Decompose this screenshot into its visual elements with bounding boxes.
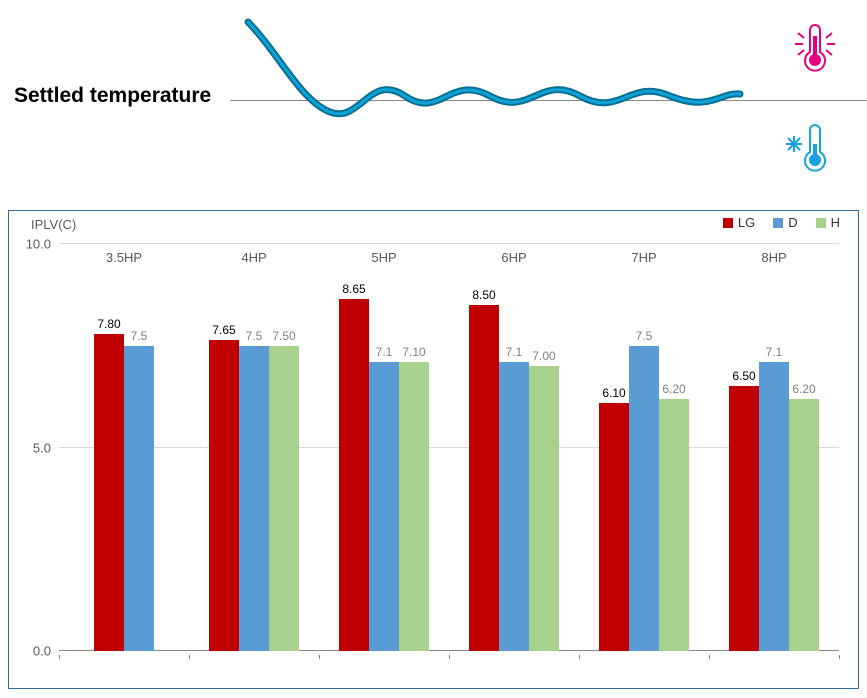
bar-value-label: 6.10 bbox=[602, 386, 625, 400]
bar-LG bbox=[209, 340, 239, 651]
legend-label: LG bbox=[738, 215, 755, 230]
bar-D bbox=[124, 346, 154, 651]
legend: LG D H bbox=[723, 215, 840, 230]
bar-value-label: 6.20 bbox=[662, 382, 685, 396]
y-tick-label: 5.0 bbox=[11, 440, 51, 455]
legend-item-H: H bbox=[816, 215, 840, 230]
bar-value-label: 7.50 bbox=[272, 329, 295, 343]
bar-value-label: 6.20 bbox=[792, 382, 815, 396]
bar-value-label: 7.5 bbox=[246, 329, 263, 343]
settling-curve bbox=[248, 22, 740, 114]
bar-value-label: 7.1 bbox=[506, 345, 523, 359]
bar-value-label: 7.1 bbox=[376, 345, 393, 359]
gridline bbox=[59, 243, 839, 244]
bar-D bbox=[629, 346, 659, 651]
bar-value-label: 7.10 bbox=[402, 345, 425, 359]
bar-value-label: 7.80 bbox=[97, 317, 120, 331]
header-graphic bbox=[0, 0, 867, 180]
page-root: Settled temperature bbox=[0, 0, 867, 698]
legend-swatch bbox=[723, 218, 733, 228]
bar-value-label: 8.65 bbox=[342, 282, 365, 296]
hot-thermometer-icon bbox=[795, 25, 835, 71]
bar-H bbox=[659, 399, 689, 651]
bar-D bbox=[759, 362, 789, 651]
legend-swatch bbox=[773, 218, 783, 228]
bar-LG bbox=[339, 299, 369, 651]
legend-label: D bbox=[788, 215, 797, 230]
bar-H bbox=[269, 346, 299, 651]
legend-swatch bbox=[816, 218, 826, 228]
plot-area: 0.05.010.03.5HP7.807.54HP7.657.57.505HP8… bbox=[59, 244, 839, 651]
bar-value-label: 7.5 bbox=[636, 329, 653, 343]
bar-value-label: 7.5 bbox=[131, 329, 148, 343]
bar-LG bbox=[469, 305, 499, 651]
bar-H bbox=[399, 362, 429, 651]
bar-value-label: 8.50 bbox=[472, 288, 495, 302]
bar-LG bbox=[729, 386, 759, 651]
bar-D bbox=[239, 346, 269, 651]
bar-H bbox=[789, 399, 819, 651]
bar-H bbox=[529, 366, 559, 651]
legend-item-D: D bbox=[773, 215, 797, 230]
header: Settled temperature bbox=[0, 0, 867, 180]
legend-label: H bbox=[831, 215, 840, 230]
bar-value-label: 6.50 bbox=[732, 369, 755, 383]
bar-value-label: 7.1 bbox=[766, 345, 783, 359]
cold-thermometer-icon bbox=[786, 125, 825, 171]
y-tick-label: 0.0 bbox=[11, 644, 51, 659]
bar-value-label: 7.00 bbox=[532, 349, 555, 363]
bar-LG bbox=[599, 403, 629, 651]
y-axis-title: IPLV(C) bbox=[31, 217, 76, 232]
bar-D bbox=[499, 362, 529, 651]
legend-item-LG: LG bbox=[723, 215, 755, 230]
iplv-bar-chart: IPLV(C) 0.05.010.03.5HP7.807.54HP7.657.5… bbox=[8, 210, 859, 689]
bar-D bbox=[369, 362, 399, 651]
y-tick-label: 10.0 bbox=[11, 237, 51, 252]
bar-LG bbox=[94, 334, 124, 651]
bar-value-label: 7.65 bbox=[212, 323, 235, 337]
